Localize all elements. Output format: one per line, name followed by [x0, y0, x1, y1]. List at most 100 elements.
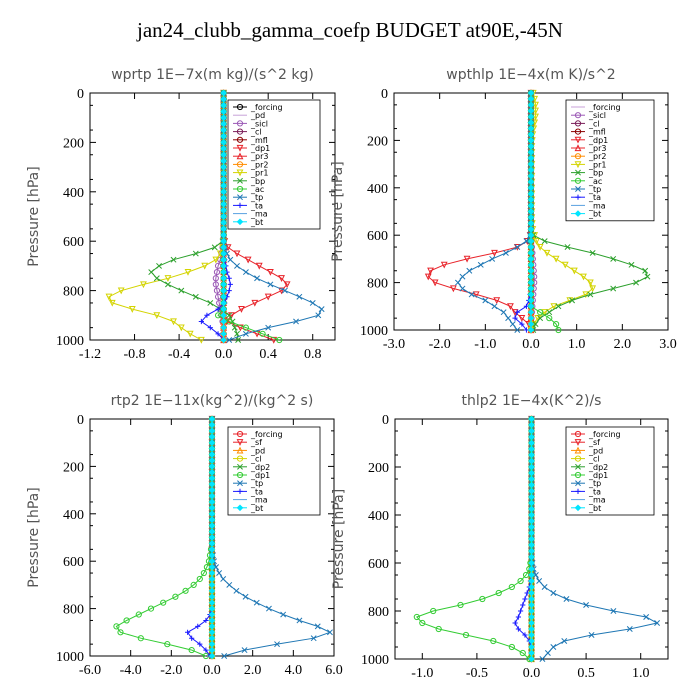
data-point [527, 314, 535, 322]
data-point [226, 288, 232, 294]
data-point [527, 302, 535, 310]
legend-box [565, 99, 655, 222]
series-bt [528, 415, 535, 663]
data-point [208, 611, 216, 618]
data-point [113, 623, 120, 630]
legend-marker [574, 128, 582, 135]
data-point [208, 510, 216, 518]
x-tick-label: 1.0 [632, 666, 650, 681]
y-tick-label: 600 [63, 235, 84, 250]
data-point [527, 279, 535, 286]
data-point [226, 312, 233, 319]
data-point [208, 451, 216, 458]
data-point [527, 326, 535, 334]
data-point [208, 557, 216, 565]
series-bt [220, 89, 227, 344]
data-point [527, 184, 535, 192]
data-point [495, 589, 502, 597]
data-point [570, 267, 578, 275]
legend-label: _sf [588, 438, 600, 447]
data-point [514, 309, 520, 315]
data-point [508, 643, 515, 651]
legend-label: _pr3 [250, 152, 268, 161]
data-point [220, 207, 227, 214]
data-point [184, 268, 192, 276]
data-point [251, 299, 259, 307]
legend-marker [575, 488, 581, 494]
data-point [527, 101, 535, 109]
data-point [479, 595, 486, 603]
data-point [527, 107, 535, 115]
data-point [520, 602, 526, 608]
legend-label: _sf [250, 438, 262, 447]
data-point [198, 318, 204, 325]
y-tick-label: 400 [63, 508, 84, 523]
data-point [459, 273, 466, 280]
legend-marker [237, 463, 243, 470]
data-point [242, 269, 249, 276]
y-tick-label: 600 [63, 555, 84, 570]
data-point [216, 570, 223, 577]
data-point [208, 498, 216, 506]
legend-marker [236, 120, 244, 127]
data-point [278, 287, 285, 295]
data-point [208, 581, 216, 589]
data-point [528, 475, 535, 483]
data-point [203, 647, 209, 653]
data-point [537, 309, 544, 316]
y-tick-label: 200 [368, 461, 389, 476]
legend-label: _ta [588, 193, 601, 202]
data-point [220, 194, 227, 202]
data-point [569, 297, 576, 304]
data-point [527, 208, 535, 215]
legend-marker [236, 471, 244, 479]
data-point [527, 166, 535, 174]
series-dp1 [424, 89, 535, 334]
legend-marker [236, 446, 244, 454]
legend-marker [574, 144, 582, 152]
data-point [500, 309, 507, 316]
x-tick-label: 2.0 [614, 337, 632, 352]
data-point [493, 297, 501, 305]
data-point [242, 330, 249, 337]
data-point [220, 114, 227, 122]
data-point [207, 325, 213, 331]
data-point [220, 237, 227, 245]
data-point [208, 492, 216, 500]
data-point [589, 285, 597, 293]
legend-marker [236, 439, 244, 446]
x-tick-label: 0.0 [522, 337, 540, 352]
data-point [234, 330, 240, 337]
data-point [518, 315, 526, 322]
data-point [208, 463, 216, 470]
data-point [427, 267, 434, 275]
data-point [164, 641, 171, 648]
data-point [514, 244, 521, 251]
data-point [508, 583, 515, 591]
y-tick-label: 1000 [56, 334, 84, 349]
data-point [208, 522, 216, 529]
data-point [528, 565, 535, 573]
data-point [208, 617, 216, 624]
data-point [477, 261, 484, 268]
data-point [309, 299, 316, 306]
x-tick-label: -0.8 [123, 347, 145, 362]
data-point [255, 262, 263, 270]
legend-box [565, 426, 655, 516]
series-dp1 [113, 415, 216, 660]
data-point [528, 625, 535, 633]
data-point [220, 262, 227, 270]
x-tick-label: -6.0 [79, 663, 101, 678]
data-point [220, 126, 227, 134]
data-point [208, 646, 216, 654]
data-point [527, 285, 535, 292]
data-point [643, 614, 650, 620]
data-point [528, 493, 535, 501]
data-point [238, 306, 245, 313]
data-point [220, 244, 227, 251]
legend-box [227, 426, 321, 516]
data-point [212, 256, 220, 264]
data-point [220, 139, 227, 146]
x-tick-label: -0.4 [168, 347, 190, 362]
series-line [108, 93, 225, 341]
